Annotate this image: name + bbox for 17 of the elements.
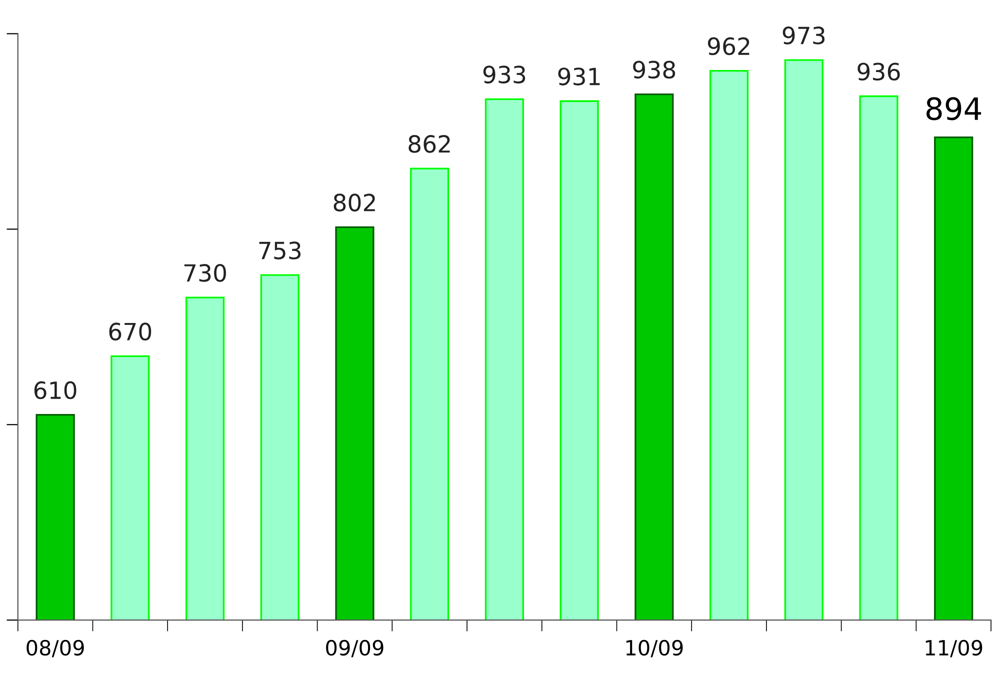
data-label: 670 bbox=[109, 322, 152, 341]
x-tick-label: 09/09 bbox=[326, 640, 384, 658]
data-label: 802 bbox=[334, 194, 375, 212]
data-label: 894 bbox=[926, 97, 982, 120]
x-tick-label: 11/09 bbox=[926, 640, 982, 658]
data-label: 933 bbox=[483, 66, 526, 84]
data-label: 973 bbox=[782, 26, 825, 44]
data-label: 936 bbox=[858, 62, 900, 81]
data-label: 962 bbox=[708, 37, 750, 56]
data-label: 753 bbox=[259, 242, 301, 260]
data-label: 730 bbox=[184, 264, 226, 282]
x-tick-label: 10/09 bbox=[626, 640, 683, 658]
data-label: 938 bbox=[633, 60, 676, 79]
data-label: 862 bbox=[408, 135, 450, 153]
x-tick-label: 08/09 bbox=[26, 640, 84, 658]
data-label: 610 bbox=[34, 381, 76, 400]
data-label: 931 bbox=[558, 68, 600, 86]
